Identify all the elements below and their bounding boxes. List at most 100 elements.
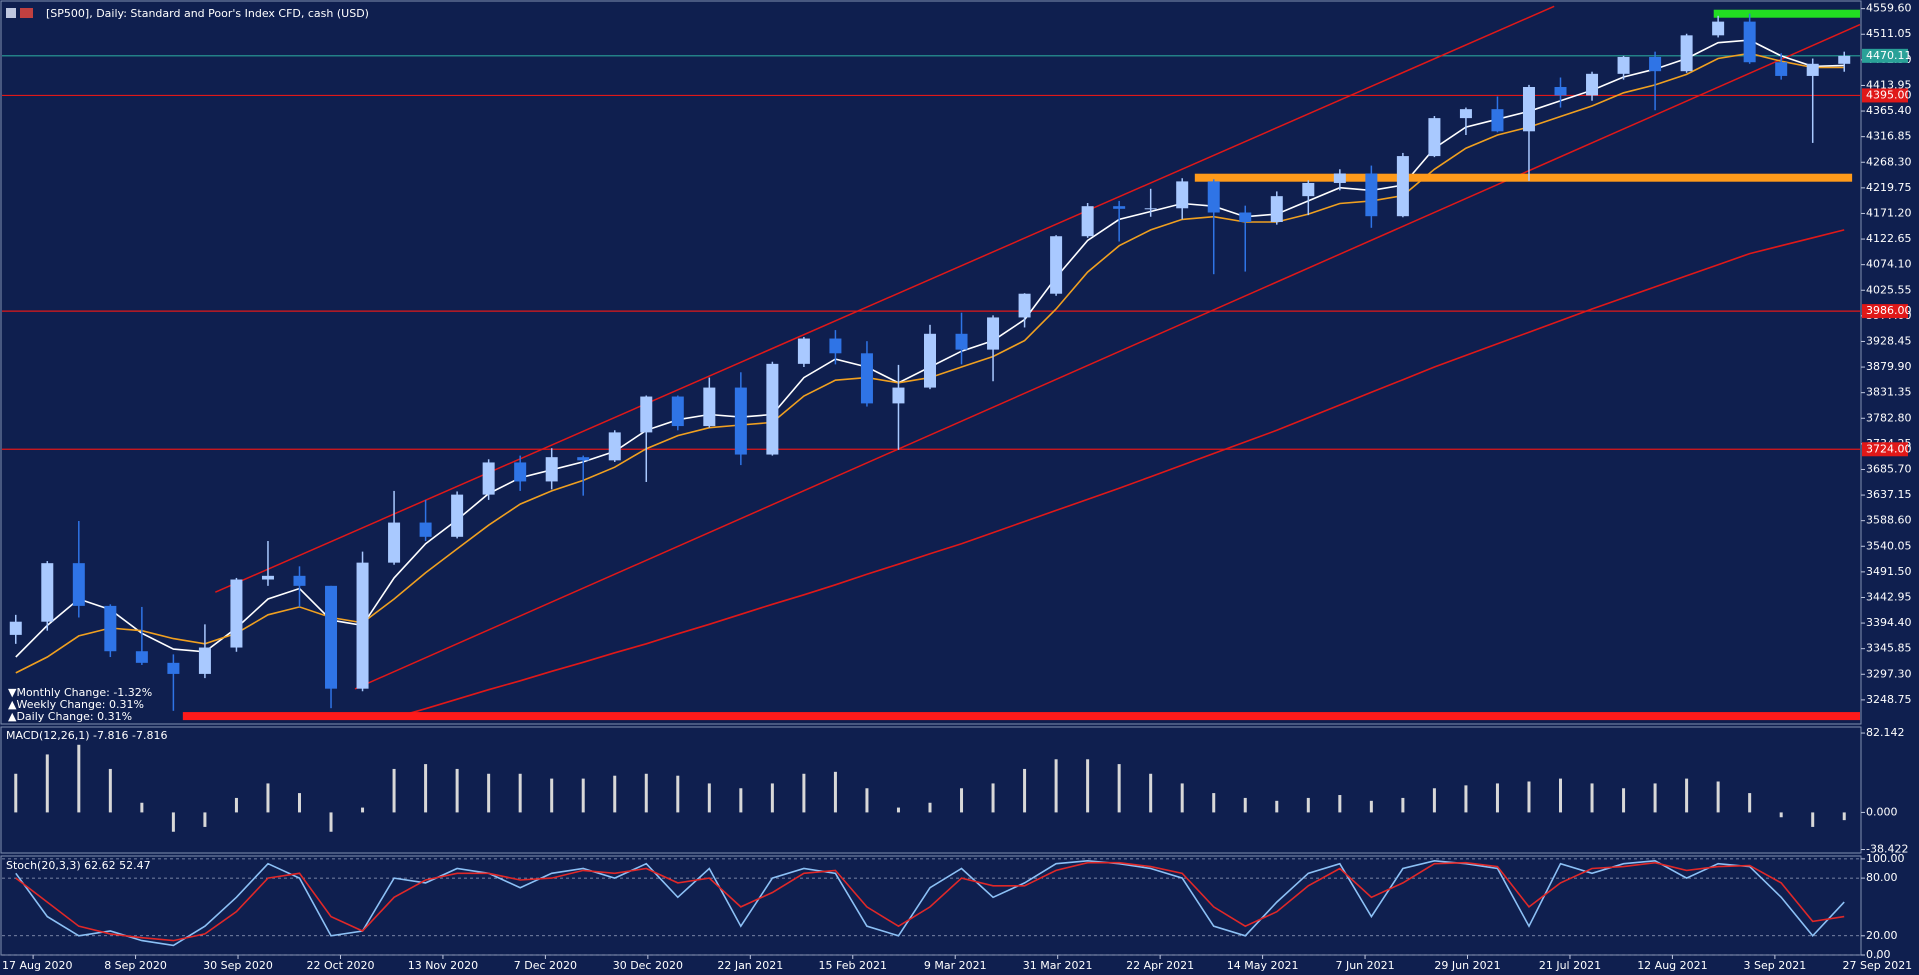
macd-bar <box>1559 778 1563 813</box>
y-tick-label: 3394.40 <box>1866 616 1912 629</box>
candle-body <box>1081 206 1094 237</box>
candle-body <box>640 396 653 433</box>
macd-bar <box>802 773 806 813</box>
macd-bar <box>676 775 680 813</box>
candle-body <box>72 563 85 606</box>
candle-body <box>1144 208 1157 210</box>
candle-body <box>703 387 716 427</box>
candle-body <box>892 387 905 404</box>
candle-body <box>797 338 810 364</box>
trendline <box>215 5 1555 593</box>
change-info: ▲Daily Change: 0.31% <box>8 710 132 723</box>
y-tick-label: 3928.45 <box>1866 334 1912 347</box>
macd-bar <box>487 773 491 813</box>
macd-bar <box>1243 797 1247 813</box>
macd-bar <box>1054 759 1058 813</box>
candle-body <box>1113 206 1126 209</box>
y-tick-label: 82.142 <box>1866 726 1905 739</box>
candle-body <box>388 522 401 563</box>
candle-body <box>1649 56 1662 72</box>
candle-body <box>671 396 684 427</box>
macd-bar <box>1716 781 1720 813</box>
stoch-line <box>15 861 1845 942</box>
macd-bar <box>45 754 49 813</box>
x-tick-label: 29 Jun 2021 <box>1434 959 1500 972</box>
y-tick-label: 3782.80 <box>1866 411 1912 424</box>
stoch-label: Stoch(20,3,3) 62.62 52.47 <box>6 859 151 872</box>
candle-body <box>9 621 22 635</box>
x-tick-label: 7 Jun 2021 <box>1335 959 1394 972</box>
y-tick-label: 4219.75 <box>1866 181 1912 194</box>
y-tick-label: 3588.60 <box>1866 514 1912 527</box>
y-tick-label: 4268.30 <box>1866 155 1912 168</box>
macd-label: MACD(12,26,1) -7.816 -7.816 <box>6 729 167 742</box>
macd-bar <box>1275 800 1279 813</box>
candle-body <box>924 333 936 388</box>
candle-body <box>1522 87 1535 132</box>
candle-body <box>734 387 747 455</box>
candle-body <box>608 432 621 461</box>
macd-bar <box>1748 793 1752 813</box>
candle-body <box>577 457 590 461</box>
candle-body <box>860 353 873 404</box>
candle-body <box>829 338 842 354</box>
macd-bar <box>739 788 743 813</box>
macd-bar <box>1495 783 1499 813</box>
y-tick-label: 4025.55 <box>1866 283 1912 296</box>
y-tick-label: 4171.20 <box>1866 206 1912 219</box>
macd-bar <box>1527 781 1531 813</box>
y-tick-label: 4365.40 <box>1866 104 1912 117</box>
candle-body <box>1459 109 1472 119</box>
header-flag <box>20 8 33 18</box>
candle-body <box>1302 182 1315 197</box>
y-tick-label: 4511.05 <box>1866 27 1912 40</box>
macd-bar <box>140 802 144 813</box>
macd-bar <box>960 788 964 813</box>
y-tick-label: 0.00 <box>1866 948 1891 961</box>
x-tick-label: 31 Mar 2021 <box>1023 959 1093 972</box>
price-level-box <box>1862 88 1908 103</box>
macd-bar <box>1811 812 1815 827</box>
macd-bar <box>991 783 995 813</box>
macd-bar <box>1842 812 1846 821</box>
macd-bar <box>770 783 774 813</box>
price-level-label: 4470.11 <box>1866 49 1912 62</box>
candle-body <box>1270 196 1283 222</box>
macd-bar <box>1622 788 1626 813</box>
y-tick-label: 80.00 <box>1866 871 1898 884</box>
price-level-box <box>1862 304 1908 319</box>
y-tick-label: 3637.15 <box>1866 488 1912 501</box>
macd-bar <box>1180 783 1184 813</box>
candle-body <box>766 363 779 455</box>
macd-bar <box>1779 812 1783 818</box>
y-tick-label: -38.422 <box>1866 843 1908 856</box>
macd-bar <box>613 775 617 813</box>
x-tick-label: 14 May 2021 <box>1227 959 1299 972</box>
y-tick-label: 3491.50 <box>1866 565 1912 578</box>
macd-bar <box>1369 800 1373 813</box>
candle-body <box>135 651 148 663</box>
price-level-box <box>1862 442 1908 457</box>
y-tick-label: 20.00 <box>1866 929 1898 942</box>
price-level-label: 3724.00 <box>1866 442 1912 455</box>
y-tick-label: 4413.95 <box>1866 78 1912 91</box>
macd-bar <box>1401 797 1405 813</box>
macd-bar <box>424 764 428 813</box>
candle-body <box>419 522 432 537</box>
zone-bar <box>182 712 1861 721</box>
candle-body <box>261 575 274 580</box>
macd-bar <box>1117 764 1121 813</box>
moving-average <box>393 229 1845 719</box>
candle-body <box>987 317 1000 350</box>
candle-body <box>1838 55 1851 64</box>
x-tick-label: 30 Dec 2020 <box>613 959 683 972</box>
macd-bar <box>896 807 900 813</box>
candle-body <box>1396 156 1409 217</box>
candle-body <box>325 585 338 689</box>
y-tick-label: 3345.85 <box>1866 642 1912 655</box>
candle-body <box>545 457 558 482</box>
candle-body <box>1743 21 1756 63</box>
y-tick-label: 3297.30 <box>1866 667 1912 680</box>
